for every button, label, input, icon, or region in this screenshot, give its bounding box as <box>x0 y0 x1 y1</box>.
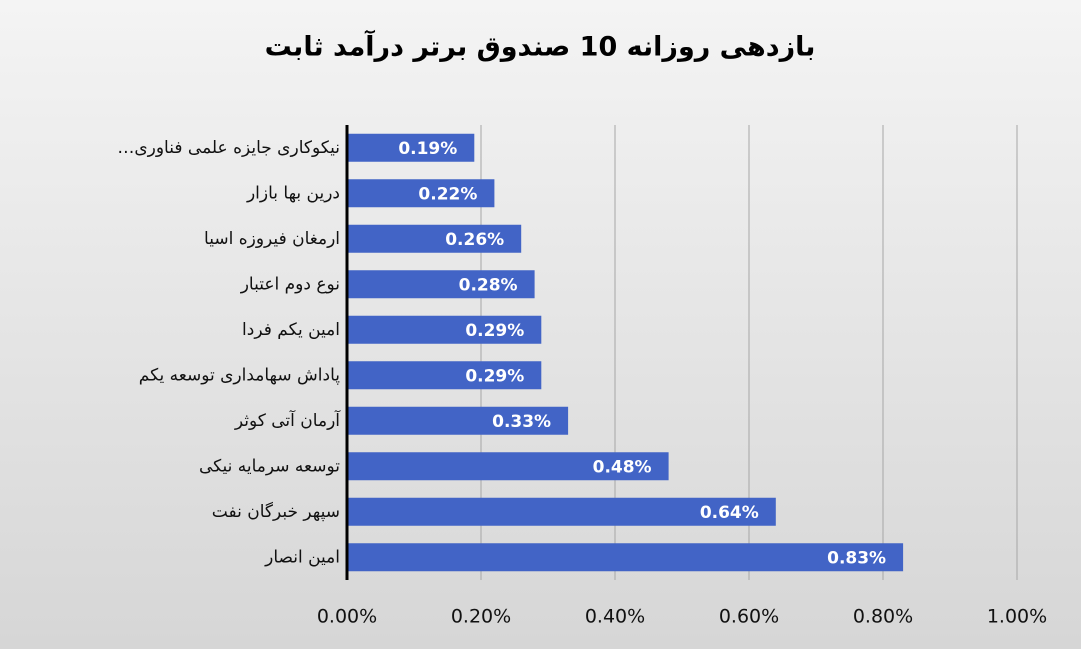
y-tick-label: سپهر خبرگان نفت <box>212 501 340 522</box>
value-label: 0.26% <box>445 230 504 250</box>
bar <box>347 497 776 526</box>
x-tick-label: 0.40% <box>585 606 645 628</box>
y-tick-label: توسعه سرمایه نیکی <box>199 456 340 476</box>
bar <box>347 406 569 435</box>
x-tick-label: 0.00% <box>317 606 377 628</box>
value-label: 0.64% <box>700 503 759 523</box>
bar <box>347 315 542 344</box>
value-label: 0.83% <box>827 548 886 568</box>
y-tick-label: آرمان آتی کوثر <box>234 409 341 431</box>
bar <box>347 543 904 572</box>
y-tick-label: نیکوکاری جایزه علمی فناوری… <box>117 138 340 158</box>
bar <box>347 452 669 481</box>
value-label: 0.28% <box>459 275 518 295</box>
x-tick-label: 0.60% <box>719 606 779 628</box>
y-tick-label: امین یکم فردا <box>242 320 340 340</box>
y-tick-label: امین انصار <box>264 547 340 567</box>
bar <box>347 224 522 253</box>
value-label: 0.19% <box>398 139 457 159</box>
x-tick-label: 1.00% <box>987 606 1047 628</box>
bar <box>347 133 475 162</box>
y-tick-label: پاداش سهامداری توسعه یکم <box>139 365 340 385</box>
x-tick-label: 0.20% <box>451 606 511 628</box>
value-label: 0.33% <box>492 412 551 432</box>
x-tick-label: 0.80% <box>853 606 913 628</box>
bar <box>347 270 535 299</box>
value-label: 0.29% <box>465 366 524 386</box>
y-tick-label: نوع دوم اعتبار <box>240 274 340 294</box>
chart-title: بازدهی روزانه 10 صندوق برتر درآمد ثابت <box>265 30 816 63</box>
bar <box>347 179 495 208</box>
value-label: 0.22% <box>418 184 477 204</box>
y-tick-label: ارمغان فیروزه اسیا <box>204 229 340 249</box>
bar <box>347 361 542 390</box>
value-label: 0.29% <box>465 321 524 341</box>
value-label: 0.48% <box>593 457 652 477</box>
y-tick-label: درین بها بازار <box>246 183 340 203</box>
